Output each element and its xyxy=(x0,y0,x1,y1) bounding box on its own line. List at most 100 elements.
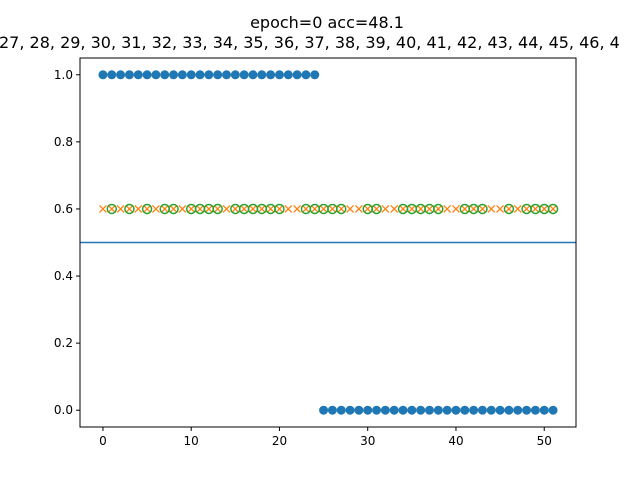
point-series-0 xyxy=(230,70,240,80)
point-series-0 xyxy=(213,70,223,80)
x-tick-label: 40 xyxy=(448,434,463,448)
point-series-0 xyxy=(433,405,443,415)
point-series-0 xyxy=(266,70,276,80)
point-series-1 xyxy=(390,204,399,213)
axes-frame xyxy=(79,57,577,428)
point-series-0 xyxy=(151,70,161,80)
point-series-0 xyxy=(486,405,496,415)
point-series-1 xyxy=(284,204,293,213)
point-series-0 xyxy=(504,405,514,415)
x-tick-label: 0 xyxy=(99,434,107,448)
point-series-0 xyxy=(380,405,390,415)
point-series-1 xyxy=(310,204,319,213)
point-series-1 xyxy=(496,204,505,213)
point-series-0 xyxy=(539,405,549,415)
point-series-0 xyxy=(283,70,293,80)
point-series-1 xyxy=(372,204,381,213)
point-series-1 xyxy=(416,204,425,213)
x-tick-label: 50 xyxy=(537,434,552,448)
point-series-2 xyxy=(124,203,135,215)
point-series-2 xyxy=(503,203,515,215)
point-series-1 xyxy=(346,204,355,213)
y-tick-label: 0.6 xyxy=(54,202,73,216)
point-series-1 xyxy=(169,204,178,213)
point-series-1 xyxy=(143,204,152,213)
point-series-1 xyxy=(363,204,372,213)
point-series-1 xyxy=(531,204,540,213)
point-series-1 xyxy=(337,204,346,213)
point-series-1 xyxy=(213,204,222,213)
point-series-0 xyxy=(177,70,187,80)
point-series-2 xyxy=(106,203,118,215)
point-series-1 xyxy=(134,204,143,213)
point-series-0 xyxy=(195,70,205,80)
point-series-1 xyxy=(257,204,266,213)
point-series-1 xyxy=(399,204,407,213)
point-series-0 xyxy=(98,70,108,80)
point-series-1 xyxy=(443,204,452,213)
point-series-0 xyxy=(460,405,470,415)
point-series-0 xyxy=(107,70,117,80)
point-series-0 xyxy=(124,70,134,80)
point-series-1 xyxy=(240,204,249,213)
point-series-0 xyxy=(204,70,214,80)
point-series-0 xyxy=(327,405,337,415)
point-series-1 xyxy=(434,204,443,213)
point-series-0 xyxy=(319,405,329,415)
point-series-1 xyxy=(196,204,204,213)
point-series-2 xyxy=(547,203,559,215)
point-series-0 xyxy=(257,70,267,80)
point-series-2 xyxy=(212,203,223,215)
point-series-0 xyxy=(301,70,311,80)
point-series-0 xyxy=(469,405,479,415)
point-series-0 xyxy=(548,405,558,415)
point-series-2 xyxy=(433,203,444,215)
chart-subtitle: 27, 28, 29, 30, 31, 32, 33, 34, 35, 36, … xyxy=(0,33,620,52)
point-series-0 xyxy=(407,405,417,415)
point-series-0 xyxy=(424,405,434,415)
point-series-0 xyxy=(530,405,540,415)
point-series-1 xyxy=(160,204,169,213)
point-series-1 xyxy=(293,204,302,213)
point-series-1 xyxy=(222,204,231,213)
point-series-0 xyxy=(389,405,399,415)
point-series-1 xyxy=(266,204,275,213)
point-series-1 xyxy=(151,204,160,213)
point-series-1 xyxy=(107,204,116,213)
point-series-1 xyxy=(540,204,549,213)
point-series-1 xyxy=(487,204,496,213)
point-series-1 xyxy=(178,204,187,213)
x-tick-label: 10 xyxy=(184,434,199,448)
point-series-0 xyxy=(142,70,152,80)
y-tick-label: 0.0 xyxy=(54,403,73,417)
point-series-0 xyxy=(522,405,532,415)
point-series-0 xyxy=(442,405,452,415)
point-series-0 xyxy=(513,405,523,415)
point-series-1 xyxy=(125,204,134,213)
point-series-0 xyxy=(363,405,373,415)
point-series-1 xyxy=(249,204,257,213)
point-series-1 xyxy=(425,204,434,213)
point-series-1 xyxy=(460,204,469,213)
point-series-1 xyxy=(328,204,337,213)
point-series-1 xyxy=(452,204,460,213)
point-series-0 xyxy=(274,70,284,80)
point-series-1 xyxy=(275,204,284,213)
point-series-2 xyxy=(141,203,153,215)
point-series-0 xyxy=(160,70,170,80)
point-series-0 xyxy=(292,70,302,80)
chart-title: epoch=0 acc=48.1 xyxy=(250,13,404,32)
point-series-2 xyxy=(477,203,488,215)
point-series-0 xyxy=(336,405,346,415)
point-series-0 xyxy=(169,70,179,80)
point-series-1 xyxy=(381,204,390,213)
point-series-0 xyxy=(133,70,143,80)
point-series-1 xyxy=(116,204,125,213)
y-tick-label: 0.2 xyxy=(54,336,73,350)
point-series-1 xyxy=(319,204,328,213)
point-series-0 xyxy=(372,405,382,415)
point-series-2 xyxy=(335,203,347,215)
point-series-0 xyxy=(451,405,461,415)
point-series-1 xyxy=(513,204,522,213)
